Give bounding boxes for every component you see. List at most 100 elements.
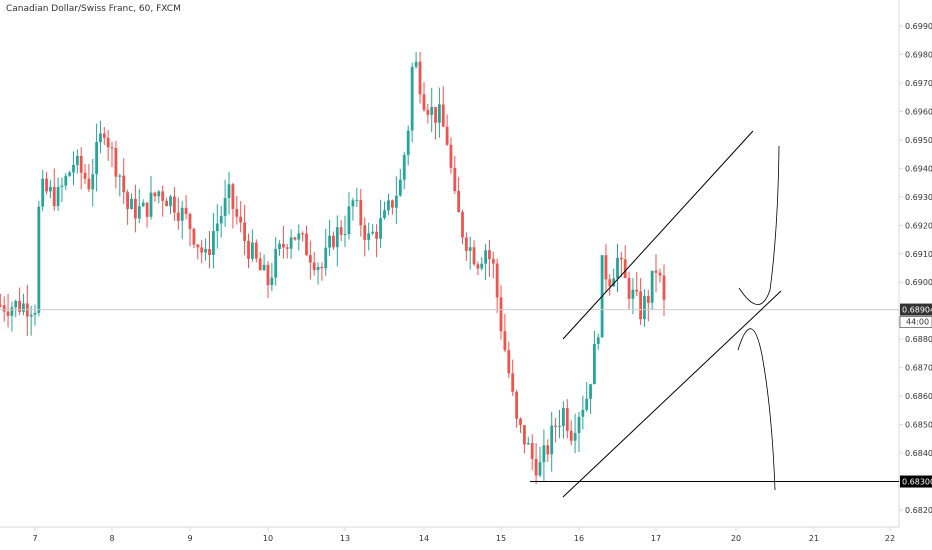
candle-up bbox=[585, 398, 589, 410]
candle-down bbox=[18, 300, 21, 312]
candle-down bbox=[511, 373, 515, 392]
candle-up bbox=[22, 303, 25, 312]
candle-down bbox=[445, 126, 449, 145]
candle-down bbox=[126, 192, 129, 210]
candle-down bbox=[646, 295, 650, 303]
candle-down bbox=[134, 198, 137, 219]
x-tick-label: 15 bbox=[496, 534, 506, 543]
candle-down bbox=[106, 137, 110, 148]
candle-down bbox=[515, 391, 518, 419]
candle-down bbox=[434, 107, 437, 123]
candle-down bbox=[192, 228, 196, 245]
candle-up bbox=[596, 337, 600, 344]
candle-up bbox=[41, 178, 45, 207]
candle-up bbox=[328, 235, 331, 248]
candle-down bbox=[145, 202, 149, 217]
candle-down bbox=[83, 172, 87, 179]
candle-down bbox=[619, 257, 623, 260]
candle-down bbox=[165, 200, 168, 207]
x-tick-label: 13 bbox=[340, 534, 350, 543]
candle-up bbox=[99, 133, 102, 143]
candle-down bbox=[161, 191, 165, 201]
candle-down bbox=[45, 178, 48, 192]
candle-down bbox=[235, 209, 239, 217]
candle-up bbox=[278, 243, 281, 250]
candle-down bbox=[391, 200, 394, 208]
candle-up bbox=[581, 409, 585, 417]
candle-down bbox=[114, 148, 118, 177]
candle-down bbox=[495, 263, 499, 298]
candle-down bbox=[488, 250, 491, 260]
candle-down bbox=[320, 266, 324, 269]
candle-up bbox=[149, 192, 153, 217]
candle-up bbox=[414, 61, 418, 67]
candle-up bbox=[33, 312, 37, 315]
candle-down bbox=[339, 227, 343, 235]
candle-up bbox=[212, 231, 215, 255]
candle-down bbox=[441, 104, 445, 127]
candle-up bbox=[612, 278, 616, 287]
candle-up bbox=[367, 233, 371, 240]
x-tick-label: 14 bbox=[419, 534, 429, 543]
candle-down bbox=[200, 247, 204, 253]
candle-up bbox=[398, 179, 402, 196]
candle-down bbox=[0, 305, 2, 307]
candle-up bbox=[223, 198, 227, 217]
y-tick-label: 0.68200 bbox=[905, 506, 932, 515]
candle-up bbox=[538, 462, 542, 476]
x-tick-label: 21 bbox=[809, 534, 819, 543]
candle-up bbox=[56, 186, 60, 207]
candle-up bbox=[379, 218, 382, 239]
candle-down bbox=[523, 425, 526, 445]
candle-down bbox=[464, 237, 468, 251]
candle-down bbox=[499, 297, 503, 332]
candle-down bbox=[79, 155, 83, 173]
channel-lower-line bbox=[562, 290, 782, 498]
candle-down bbox=[196, 244, 200, 248]
candle-up bbox=[137, 206, 141, 219]
candle-down bbox=[285, 247, 289, 249]
countdown-badge bbox=[899, 316, 932, 328]
current-price-label: 0.68904 bbox=[902, 306, 932, 315]
candle-up bbox=[219, 216, 223, 224]
candle-up bbox=[14, 300, 18, 308]
candle-down bbox=[254, 242, 258, 259]
candle-up bbox=[95, 142, 98, 175]
candle-up bbox=[558, 425, 561, 427]
candle-down bbox=[173, 196, 176, 213]
x-tick-label: 20 bbox=[731, 534, 741, 543]
candle-down bbox=[293, 237, 297, 240]
candle-down bbox=[52, 186, 56, 207]
x-tick-label: 8 bbox=[109, 534, 114, 543]
candle-up bbox=[410, 66, 414, 131]
candle-down bbox=[569, 430, 573, 441]
candle-down bbox=[461, 212, 464, 238]
candle-up bbox=[468, 247, 472, 251]
candle-up bbox=[141, 202, 145, 207]
candle-up bbox=[402, 155, 406, 180]
x-tick-label: 10 bbox=[263, 534, 273, 543]
candle-down bbox=[604, 255, 608, 280]
channel-upper-line bbox=[562, 130, 754, 340]
candle-down bbox=[258, 258, 262, 271]
candle-down bbox=[308, 255, 312, 263]
candle-up bbox=[335, 227, 339, 248]
candle-up bbox=[215, 223, 219, 232]
candle-up bbox=[274, 249, 278, 278]
candle-down bbox=[608, 279, 612, 287]
candle-down bbox=[188, 214, 192, 229]
candle-down bbox=[476, 264, 480, 269]
candle-down bbox=[239, 216, 243, 223]
candle-down bbox=[266, 264, 270, 286]
candle-down bbox=[449, 144, 453, 168]
candle-up bbox=[251, 242, 254, 259]
candle-up bbox=[480, 263, 484, 269]
x-tick-label: 22 bbox=[885, 534, 895, 543]
x-tick-label: 16 bbox=[574, 534, 584, 543]
